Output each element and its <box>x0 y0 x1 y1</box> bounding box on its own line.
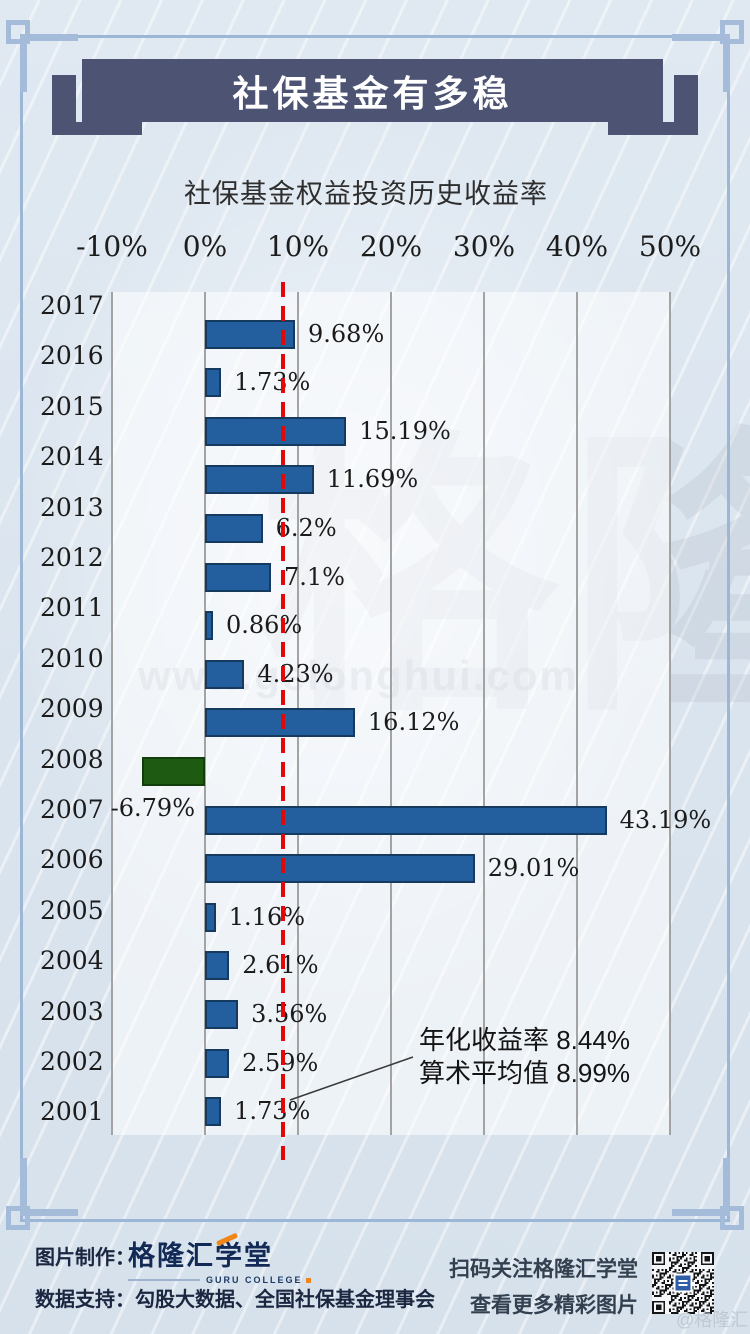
value-label: 7.1% <box>284 562 345 591</box>
value-label: 1.73% <box>234 368 311 397</box>
gridline <box>576 292 578 1135</box>
bar-2003 <box>205 999 239 1029</box>
year-label: 2013 <box>40 492 104 522</box>
made-by-label: 图片制作： <box>35 1247 135 1269</box>
x-axis-tick: 0% <box>182 230 228 263</box>
bar-2005 <box>205 902 216 932</box>
annualized-return-text: 年化收益率 8.44% <box>419 1025 630 1055</box>
value-label: 1.16% <box>228 902 306 931</box>
value-label: 0.86% <box>225 611 303 640</box>
year-label: 2010 <box>40 643 104 673</box>
guru-college-logo: 格隆汇学堂 GURU COLLEGE <box>128 1232 311 1285</box>
x-axis-tick: 40% <box>545 230 609 263</box>
value-label: -6.79% <box>110 793 195 822</box>
year-label: 2011 <box>40 593 104 623</box>
year-label: 2014 <box>40 442 104 472</box>
brand-handle: @格隆汇 <box>676 1310 749 1330</box>
year-label: 2001 <box>40 1097 104 1127</box>
bar-2017 <box>205 319 296 349</box>
bar-2004 <box>205 951 230 981</box>
value-label: 29.01% <box>487 854 580 883</box>
gridline <box>669 292 671 1135</box>
bar-2006 <box>205 854 475 884</box>
bar-2015 <box>205 416 347 446</box>
bar-2013 <box>205 513 263 543</box>
x-axis-tick: 10% <box>266 230 330 263</box>
bar-2010 <box>205 659 245 689</box>
average-annotation: 年化收益率 8.44% 算术平均值 8.99% <box>419 1024 630 1090</box>
value-label: 2.61% <box>242 951 319 980</box>
value-label: 43.19% <box>619 805 712 834</box>
gridline <box>111 292 113 1135</box>
year-label: 2007 <box>40 795 104 824</box>
logo-orange-dot <box>305 1277 311 1283</box>
year-label: 2016 <box>40 341 104 371</box>
page-title: 社保基金有多稳 <box>232 72 513 114</box>
year-label: 2004 <box>40 946 104 976</box>
bar-2002 <box>205 1048 230 1078</box>
year-label: 2009 <box>40 694 104 724</box>
logo-subtext: GURU COLLEGE <box>206 1275 303 1285</box>
qr-code <box>652 1252 714 1314</box>
value-label: 9.68% <box>308 319 385 348</box>
bar-2012 <box>205 562 272 592</box>
average-reference-line <box>281 282 286 1160</box>
bar-2016 <box>205 368 222 398</box>
x-axis-tick: 20% <box>359 230 423 263</box>
x-axis-tick: 50% <box>638 230 702 263</box>
bar-2007 <box>205 805 607 835</box>
bar-2011 <box>205 611 213 641</box>
value-label: 16.12% <box>367 708 460 737</box>
value-label: 15.19% <box>359 416 451 445</box>
logo-underline <box>128 1279 200 1281</box>
year-label: 2017 <box>40 291 104 320</box>
frame-corner-ornament <box>6 20 80 94</box>
year-label: 2006 <box>40 845 104 875</box>
title-banner: 社保基金有多稳 <box>82 59 663 122</box>
bar-2001 <box>205 1097 222 1127</box>
value-label: 2.59% <box>242 1048 319 1077</box>
gridline <box>483 292 485 1135</box>
year-label: 2005 <box>40 895 104 925</box>
arithmetic-mean-text: 算术平均值 8.99% <box>419 1058 630 1088</box>
logo-text: 格隆汇学堂 <box>128 1232 311 1273</box>
bar-2014 <box>205 465 314 495</box>
value-label: 1.73% <box>234 1097 311 1126</box>
follow-line2: 查看更多精彩图片 <box>470 1294 638 1317</box>
chart-title: 社保基金权益投资历史收益率 <box>184 179 548 209</box>
x-axis-tick: 30% <box>452 230 516 263</box>
year-label: 2003 <box>40 996 104 1026</box>
value-label: 11.69% <box>326 465 419 494</box>
value-label: 6.2% <box>275 513 337 542</box>
value-label: 4.23% <box>257 659 334 688</box>
year-label: 2002 <box>40 1047 104 1076</box>
bar-2008 <box>141 756 205 786</box>
year-label: 2008 <box>40 744 104 774</box>
data-support-text: 数据支持：勾股大数据、全国社保基金理事会 <box>35 1289 435 1311</box>
bar-2009 <box>205 708 355 738</box>
follow-line1: 扫码关注格隆汇学堂 <box>449 1258 638 1281</box>
frame-corner-ornament <box>670 1156 744 1230</box>
gridline <box>390 292 392 1135</box>
year-label: 2015 <box>40 391 104 421</box>
frame-corner-ornament <box>6 1156 80 1230</box>
x-axis-tick: -10% <box>76 230 148 263</box>
decorative-frame <box>20 35 730 1222</box>
value-label: 3.56% <box>251 999 328 1028</box>
year-label: 2012 <box>40 543 104 572</box>
